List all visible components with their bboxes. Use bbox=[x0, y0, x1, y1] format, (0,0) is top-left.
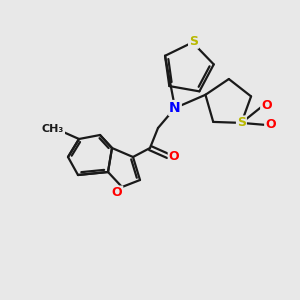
Text: O: O bbox=[261, 99, 272, 112]
Text: O: O bbox=[169, 151, 179, 164]
Text: O: O bbox=[112, 187, 122, 200]
Text: S: S bbox=[237, 116, 246, 129]
Text: N: N bbox=[169, 101, 181, 115]
Text: CH₃: CH₃ bbox=[42, 124, 64, 134]
Text: O: O bbox=[265, 118, 276, 131]
Text: S: S bbox=[189, 35, 198, 48]
